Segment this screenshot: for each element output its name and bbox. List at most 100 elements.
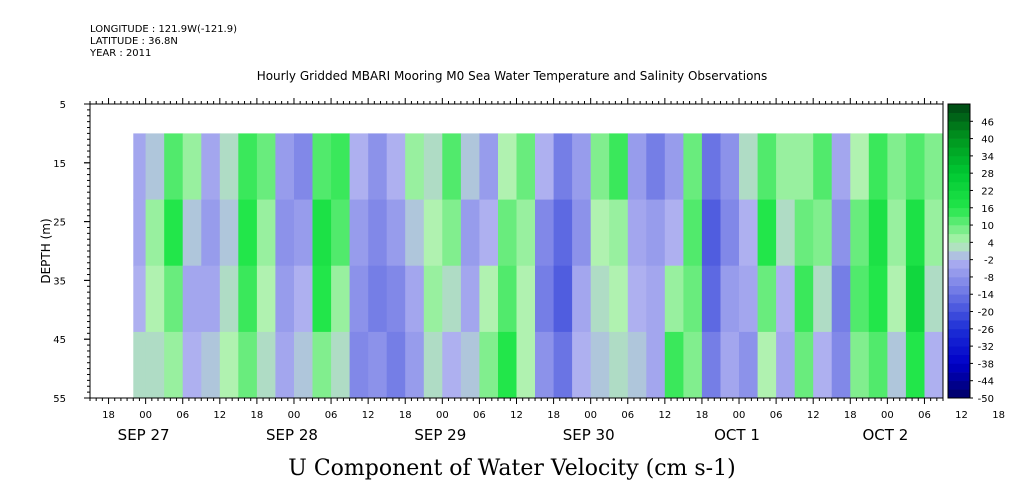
heatmap-cell — [776, 133, 796, 201]
heatmap-cell — [850, 265, 870, 333]
heatmap-cell — [312, 133, 332, 201]
heatmap-cell — [664, 199, 684, 267]
heatmap-cell — [479, 331, 499, 398]
heatmap-field — [133, 133, 943, 398]
colorbar-tick-label: -14 — [978, 290, 994, 301]
y-tick-label: 55 — [53, 394, 66, 405]
heatmap-cell — [516, 133, 536, 201]
x-hour-tick-label: 18 — [696, 410, 709, 421]
heatmap-cell — [479, 265, 499, 333]
x-date-label: SEP 30 — [563, 426, 615, 444]
heatmap-cell — [646, 265, 666, 333]
heatmap-cell — [553, 199, 573, 267]
heatmap-cell — [739, 265, 759, 333]
y-tick-label: 15 — [53, 159, 66, 170]
heatmap-cell — [145, 133, 165, 201]
x-date-label: OCT 2 — [862, 426, 908, 444]
heatmap-cell — [238, 265, 258, 333]
heatmap-cell — [590, 265, 610, 333]
colorbar-tick-label: -44 — [978, 377, 994, 388]
heatmap-cell — [331, 265, 351, 333]
heatmap-cell — [275, 133, 295, 201]
heatmap-cell — [701, 133, 721, 201]
x-hour-tick-label: 18 — [844, 410, 857, 421]
heatmap-cell — [460, 331, 480, 398]
heatmap-cell — [831, 265, 851, 333]
x-date-label: SEP 27 — [118, 426, 170, 444]
heatmap-cell — [219, 199, 239, 267]
colorbar-tick-label: -50 — [978, 394, 994, 405]
heatmap-cell — [739, 133, 759, 201]
heatmap-cell — [850, 133, 870, 201]
heatmap-cell — [423, 133, 443, 201]
heatmap-cell — [664, 265, 684, 333]
heatmap-cell — [386, 199, 406, 267]
heatmap-cell — [794, 199, 814, 267]
heatmap-cell — [386, 133, 406, 201]
heatmap-cell — [683, 133, 703, 201]
heatmap-cell — [720, 331, 740, 398]
heatmap-cell — [479, 199, 499, 267]
heatmap-cell — [609, 199, 629, 267]
colorbar-band — [948, 328, 970, 338]
heatmap-cell — [776, 199, 796, 267]
heatmap-cell — [133, 133, 147, 201]
heatmap-cell — [349, 331, 369, 398]
heatmap-cell — [498, 265, 518, 333]
colorbar-band — [948, 372, 970, 382]
colorbar-band — [948, 216, 970, 226]
colorbar-band — [948, 225, 970, 235]
colorbar-band — [948, 259, 970, 269]
heatmap-cell — [683, 265, 703, 333]
x-hour-tick-label: 12 — [955, 410, 968, 421]
colorbar-tick-label: 4 — [988, 238, 994, 249]
heatmap-cell — [887, 133, 907, 201]
heatmap-cell — [516, 331, 536, 398]
heatmap-cell — [905, 199, 925, 267]
heatmap-cell — [794, 265, 814, 333]
heatmap-cell — [405, 133, 425, 201]
colorbar-tick-label: 34 — [981, 152, 994, 163]
heatmap-cell — [256, 265, 276, 333]
colorbar-band — [948, 129, 970, 139]
colorbar-band — [948, 285, 970, 295]
heatmap-cell — [294, 199, 314, 267]
heatmap-cell — [256, 199, 276, 267]
heatmap-cell — [275, 331, 295, 398]
heatmap-cell — [442, 133, 462, 201]
heatmap-cell — [757, 331, 777, 398]
heatmap-cell — [813, 331, 833, 398]
heatmap-cell — [850, 199, 870, 267]
heatmap-cell — [479, 133, 499, 201]
heatmap-cell — [553, 331, 573, 398]
heatmap-cell — [182, 265, 202, 333]
heatmap-cell — [646, 133, 666, 201]
colorbar-band — [948, 363, 970, 373]
heatmap-cell — [423, 199, 443, 267]
x-hour-tick-label: 00 — [288, 410, 301, 421]
colorbar-band — [948, 147, 970, 157]
colorbar-band — [948, 294, 970, 304]
x-hour-tick-label: 12 — [213, 410, 226, 421]
heatmap-cell — [739, 199, 759, 267]
x-hour-tick-label: 06 — [473, 410, 486, 421]
heatmap-cell — [368, 199, 388, 267]
x-hour-tick-label: 18 — [992, 410, 1005, 421]
heatmap-cell — [460, 265, 480, 333]
colorbar: 46 40 34 28 22 16 10 4 -2 -8 -14 -20 -26 -32 -38 -44 -50 — [947, 103, 994, 405]
heatmap-cell — [312, 331, 332, 398]
heatmap-cell — [219, 331, 239, 398]
heatmap-cell — [905, 133, 925, 201]
heatmap-cell — [442, 265, 462, 333]
colorbar-band — [948, 173, 970, 183]
heatmap-cell — [627, 265, 647, 333]
heatmap-cell — [627, 199, 647, 267]
heatmap-cell — [813, 199, 833, 267]
colorbar-band — [948, 190, 970, 200]
heatmap-cell — [349, 133, 369, 201]
colorbar-band — [948, 181, 970, 191]
heatmap-cell — [238, 133, 258, 201]
colorbar-tick-label: -8 — [984, 273, 994, 284]
heatmap-cell — [238, 199, 258, 267]
